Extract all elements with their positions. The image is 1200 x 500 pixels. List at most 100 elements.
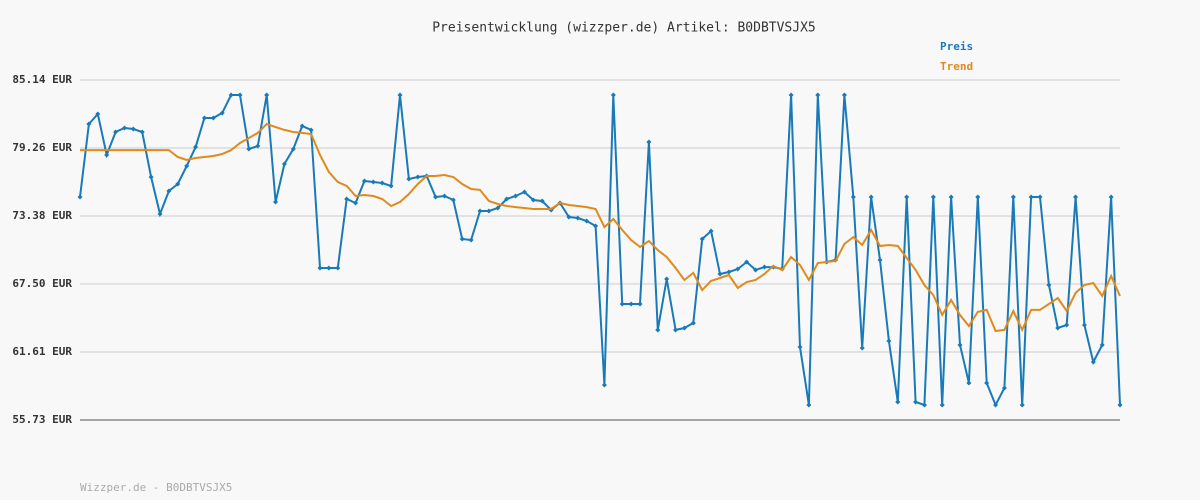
- point-marker: [95, 111, 101, 117]
- point-marker: [673, 327, 679, 333]
- point-marker: [717, 271, 723, 277]
- point-marker: [1055, 325, 1061, 331]
- point-marker: [175, 181, 181, 187]
- point-marker: [1001, 385, 1007, 391]
- point-marker: [886, 338, 892, 344]
- point-marker: [726, 269, 732, 275]
- point-marker: [797, 344, 803, 350]
- point-marker: [939, 402, 945, 408]
- y-tick-label: 55.73 EUR: [12, 413, 72, 426]
- point-marker: [370, 179, 376, 185]
- point-marker: [219, 110, 225, 116]
- point-marker: [1019, 402, 1025, 408]
- point-marker: [993, 402, 999, 408]
- point-marker: [273, 199, 279, 205]
- point-marker: [690, 320, 696, 326]
- point-marker: [504, 196, 510, 202]
- point-marker: [157, 211, 163, 217]
- y-tick-label: 85.14 EUR: [12, 73, 72, 86]
- point-marker: [655, 327, 661, 333]
- point-marker: [433, 194, 439, 200]
- point-marker: [664, 276, 670, 282]
- point-marker: [877, 257, 883, 263]
- point-marker: [468, 237, 474, 243]
- point-marker: [255, 143, 261, 149]
- point-marker: [513, 193, 519, 199]
- point-marker: [646, 139, 652, 145]
- point-marker: [610, 92, 616, 98]
- point-marker: [344, 196, 350, 202]
- point-marker: [210, 115, 216, 121]
- point-marker: [184, 163, 190, 169]
- point-marker: [148, 174, 154, 180]
- point-marker: [1064, 322, 1070, 328]
- point-marker: [1028, 194, 1034, 200]
- legend-label: Preis: [940, 40, 973, 53]
- point-marker: [521, 189, 527, 195]
- point-marker: [1046, 282, 1052, 288]
- point-marker: [966, 380, 972, 386]
- point-marker: [761, 264, 767, 270]
- point-marker: [290, 146, 296, 152]
- point-marker: [539, 198, 545, 204]
- point-marker: [1090, 359, 1096, 365]
- point-marker: [264, 92, 270, 98]
- point-marker: [415, 174, 421, 180]
- point-marker: [601, 382, 607, 388]
- point-marker: [841, 92, 847, 98]
- point-marker: [1108, 194, 1114, 200]
- series-line: [79, 94, 1121, 408]
- point-marker: [957, 342, 963, 348]
- point-marker: [681, 325, 687, 331]
- point-marker: [326, 265, 332, 271]
- series-line: [80, 122, 1121, 333]
- point-marker: [850, 194, 856, 200]
- point-marker: [637, 301, 643, 307]
- point-marker: [113, 129, 119, 135]
- point-marker: [77, 194, 83, 200]
- point-marker: [735, 266, 741, 272]
- point-marker: [1099, 342, 1105, 348]
- y-tick-label: 67.50 EUR: [12, 277, 72, 290]
- point-marker: [299, 123, 305, 129]
- point-marker: [566, 214, 572, 220]
- point-marker: [353, 200, 359, 206]
- y-tick-label: 61.61 EUR: [12, 345, 72, 358]
- point-marker: [450, 197, 456, 203]
- point-marker: [806, 402, 812, 408]
- point-marker: [753, 267, 759, 273]
- point-marker: [584, 218, 590, 224]
- point-marker: [859, 345, 865, 351]
- point-marker: [441, 193, 447, 199]
- point-marker: [628, 301, 634, 307]
- point-marker: [904, 194, 910, 200]
- point-marker: [1081, 322, 1087, 328]
- point-marker: [930, 194, 936, 200]
- point-marker: [308, 127, 314, 133]
- point-marker: [593, 223, 599, 229]
- point-marker: [1010, 194, 1016, 200]
- point-marker: [104, 152, 110, 158]
- point-marker: [619, 301, 625, 307]
- point-marker: [361, 178, 367, 184]
- point-marker: [130, 126, 136, 132]
- point-marker: [459, 236, 465, 242]
- point-marker: [166, 188, 172, 194]
- point-marker: [246, 146, 252, 152]
- point-marker: [201, 115, 207, 121]
- point-marker: [86, 121, 92, 127]
- y-tick-label: 73.38 EUR: [12, 209, 72, 222]
- point-marker: [868, 194, 874, 200]
- point-marker: [913, 399, 919, 405]
- point-marker: [477, 208, 483, 214]
- chart-title: Preisentwicklung (wizzper.de) Artikel: B…: [432, 21, 816, 36]
- point-marker: [495, 205, 501, 211]
- point-marker: [335, 265, 341, 271]
- point-marker: [1117, 402, 1123, 408]
- point-marker: [788, 92, 794, 98]
- point-marker: [317, 265, 323, 271]
- point-marker: [921, 402, 927, 408]
